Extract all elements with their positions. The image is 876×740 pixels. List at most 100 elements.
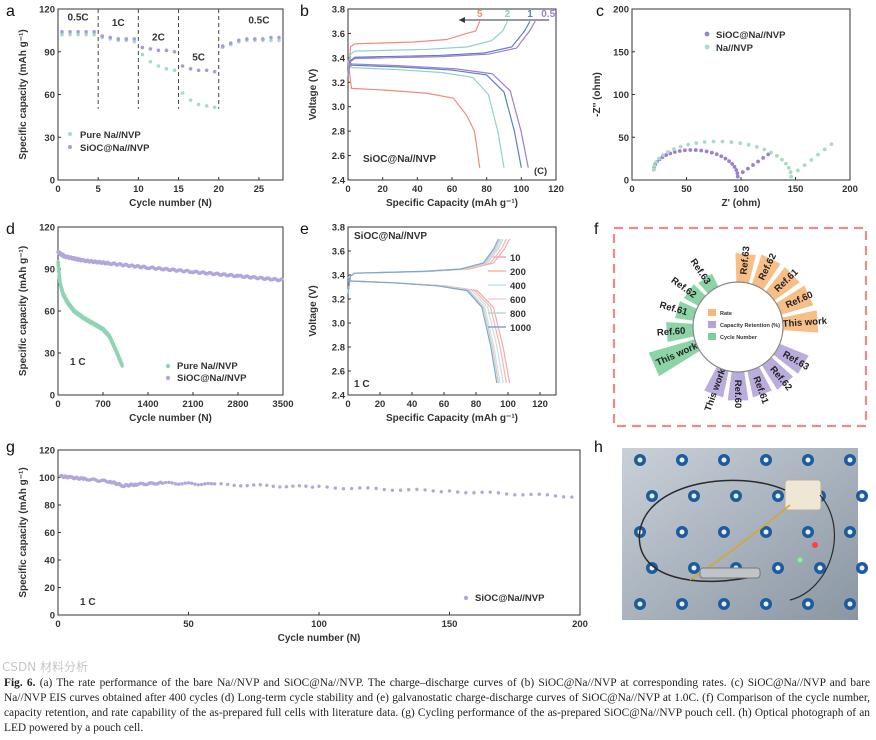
panel-label: f [594,221,599,238]
data-point [683,148,687,153]
arrow-head [458,17,465,23]
data-point [678,144,683,149]
data-point [188,98,193,102]
y-tick-label: 3.4 [332,53,346,64]
data-point [734,168,739,172]
data-point [677,149,682,153]
data-point [76,30,80,34]
data-point [762,147,767,152]
data-point [156,64,161,68]
data-point [269,38,273,43]
legend-label: 200 [510,267,526,278]
data-point [686,142,691,147]
data-point [172,68,177,73]
photo-h: h [594,439,868,620]
inset-label: SiOC@Na//NVP [354,231,427,242]
data-point [672,147,676,151]
series-line [347,20,509,77]
wire-black [638,479,786,583]
data-point [60,30,64,34]
data-point [735,171,740,176]
x-tick-label: 1400 [137,399,158,410]
pattern-logo-center [805,601,811,607]
data-point [727,159,731,164]
x-tick-label: 20 [213,184,224,195]
unit-label: (C) [534,166,547,177]
led-light [797,557,803,563]
data-point [694,141,699,145]
x-tick-label: 100 [513,184,529,195]
x-tick-label: 2800 [227,399,248,410]
panel-label: b [300,3,309,20]
data-point [203,482,207,486]
chart-a: 0 5 10 15 20 25 0 30 60 90 120 Cycle number (N) Spec… [6,3,284,209]
data-point [431,489,435,493]
data-point [786,165,791,170]
x-tick-label: 3500 [272,399,293,410]
data-point [704,149,709,154]
y-tick-label: 120 [39,5,55,16]
data-point [156,48,161,53]
y-tick-label: 40 [44,556,55,567]
data-point [561,495,566,499]
x-tick-label: 200 [572,619,588,630]
x-tick-label: 120 [548,184,564,195]
data-point [148,47,153,51]
y-tick-label: 3.4 [332,271,346,282]
y-tick-label: 0 [50,176,55,187]
chart-c: 0 50 100 150 200 0 50 100 150 200 Z' (ohm) -Z'' (oh… [592,3,858,209]
data-point [163,480,168,485]
legend-swatch [708,309,716,316]
x-axis-label: Specific Capacity (mAh g⁻¹) [386,413,518,424]
radial-bar [773,343,809,374]
dashed-frame [612,226,868,428]
x-axis-label: Z' (ohm) [721,198,760,209]
data-point [297,484,302,488]
legend-label: SiOC@Na//NVP [80,143,150,154]
pattern-logo-center [763,601,769,607]
data-point [657,156,661,161]
legend-label: Pure Na//NVP [80,130,141,141]
radial-bar [698,273,719,294]
x-tick-label: 40 [412,184,423,195]
data-point [756,159,760,164]
y-tick-label: 50 [618,133,629,144]
data-point [738,141,743,146]
x-tick-label: 80 [471,399,482,410]
inset-label: SiOC@Na//NVP [363,154,436,165]
data-point [196,483,200,487]
pattern-logo-center [649,493,655,499]
data-point [504,492,509,496]
data-point [180,91,185,95]
x-tick-label: 100 [500,399,516,410]
radial-bar-label: Ref.60 [732,380,743,409]
radial-bar [704,366,729,398]
y-tick-label: 80 [44,501,55,512]
data-point [822,147,827,152]
x-tick-label: 150 [442,619,458,630]
panel-label: c [596,3,604,20]
data-point [704,44,710,50]
panel-label: h [594,439,603,456]
data-point [212,69,217,74]
radial-bar [727,371,749,401]
data-point [358,486,362,490]
data-point [513,493,517,497]
x-tick-label: 5 [96,184,102,195]
radial-bar [675,301,697,321]
data-point [784,161,788,166]
data-point [366,486,370,490]
data-point [186,481,191,485]
radial-bar-label: Ref.62 [669,275,699,301]
pattern-logo-center [859,493,865,499]
radial-bar-label: Ref.63 [739,246,753,276]
data-point [84,32,88,37]
data-point [789,174,794,179]
alligator-clip [699,567,761,579]
chart-e: 0 20 40 60 80 100 120 2.4 2.6 2.8 3.0 3.2 3.4 3.6 3.8 S… [300,221,557,424]
caption-text: (a) The rate performance of the bare Na/… [4,677,871,734]
x-tick-label: 60 [439,399,450,410]
x-tick-label: 20 [377,184,388,195]
data-point [237,38,241,43]
